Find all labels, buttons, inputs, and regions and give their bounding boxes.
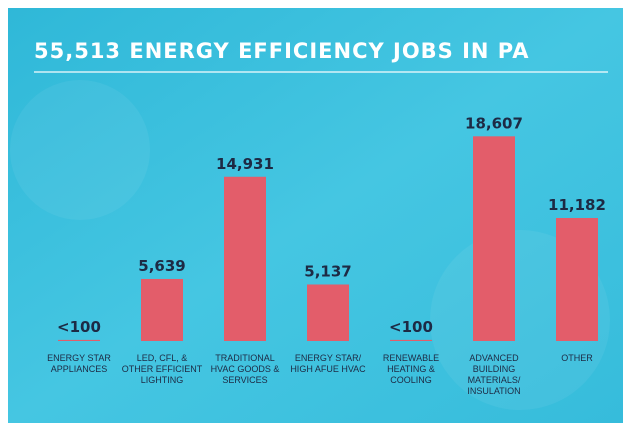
x-tick-label: OTHER (561, 353, 593, 363)
bar (141, 279, 183, 341)
x-tick-label: COOLING (390, 375, 432, 385)
x-tick-label: HEATING & (387, 364, 435, 374)
chart: 55,513 ENERGY EFFICIENCY JOBS IN PA <100… (0, 0, 631, 431)
x-tick-label: SERVICES (222, 375, 267, 385)
value-label: 14,931 (216, 155, 274, 173)
x-tick-label: APPLIANCES (51, 364, 108, 374)
value-label: 11,182 (548, 196, 606, 214)
x-tick-label: BUILDING (473, 364, 516, 374)
decor (10, 80, 150, 220)
x-tick-label: TRADITIONAL (215, 353, 275, 363)
chart-title: 55,513 ENERGY EFFICIENCY JOBS IN PA (34, 39, 530, 63)
x-tick-label: HVAC GOODS & (211, 364, 280, 374)
x-tick-label: HIGH AFUE HVAC (290, 364, 366, 374)
x-tick-label: OTHER EFFICIENT (122, 364, 203, 374)
x-tick-label: ADVANCED (469, 353, 519, 363)
value-label: 5,137 (304, 262, 351, 280)
x-tick-label: INSULATION (467, 386, 520, 396)
bar (390, 340, 432, 341)
x-tick-label: LIGHTING (141, 375, 184, 385)
value-label: 5,639 (138, 257, 185, 275)
bar (224, 177, 266, 341)
bar (307, 284, 349, 341)
x-tick-label: RENEWABLE (383, 353, 439, 363)
x-tick-label: ENERGY STAR (47, 353, 111, 363)
bar (473, 136, 515, 341)
value-label: 18,607 (465, 114, 523, 132)
x-tick-label: ENERGY STAR/ (295, 353, 362, 363)
bar (556, 218, 598, 341)
bar (58, 340, 100, 341)
x-tick-label: MATERIALS/ (468, 375, 521, 385)
value-label: <100 (389, 318, 433, 336)
value-label: <100 (57, 318, 101, 336)
x-tick-label: LED, CFL, & (137, 353, 188, 363)
